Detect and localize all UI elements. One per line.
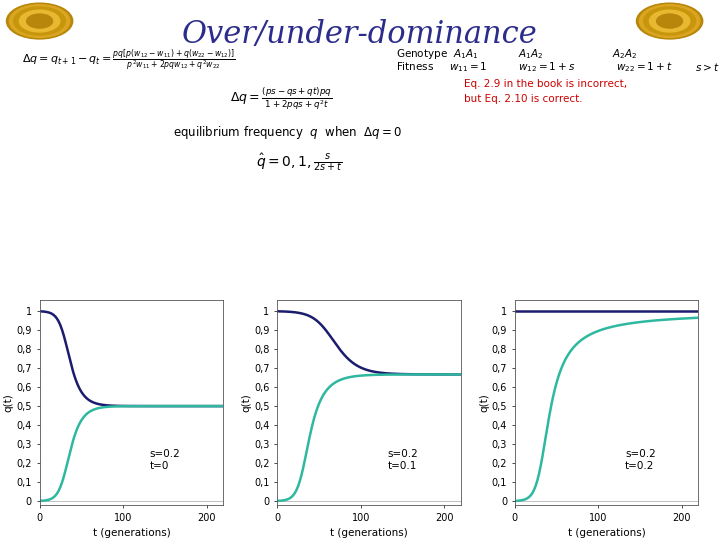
Circle shape [27, 14, 53, 28]
Circle shape [19, 10, 60, 32]
Text: $A_1A_2$: $A_1A_2$ [518, 47, 544, 61]
Text: equilibrium frequency  $q$  when  $\Delta q = 0$: equilibrium frequency $q$ when $\Delta q… [173, 124, 402, 141]
Text: Fitness     $w_{11}=1$: Fitness $w_{11}=1$ [396, 60, 487, 74]
X-axis label: t (generations): t (generations) [93, 528, 170, 538]
Text: $\hat{q} = 0, 1, \frac{s}{2s+t}$: $\hat{q} = 0, 1, \frac{s}{2s+t}$ [256, 151, 343, 173]
Text: $\Delta q = \frac{(ps-qs+qt)pq}{1+2pqs+q^2t}$: $\Delta q = \frac{(ps-qs+qt)pq}{1+2pqs+q… [230, 85, 333, 112]
Text: s=0.2
t=0.1: s=0.2 t=0.1 [387, 449, 418, 470]
Circle shape [14, 7, 66, 35]
Circle shape [9, 5, 70, 37]
X-axis label: t (generations): t (generations) [568, 528, 645, 538]
X-axis label: t (generations): t (generations) [330, 528, 408, 538]
Text: Over/under-dominance: Over/under-dominance [182, 19, 538, 50]
Y-axis label: q(t): q(t) [241, 393, 251, 411]
Y-axis label: q(t): q(t) [4, 393, 14, 411]
Text: s=0.2
t=0: s=0.2 t=0 [150, 449, 181, 470]
Text: $s>t$: $s>t$ [695, 61, 719, 73]
Circle shape [644, 7, 696, 35]
Text: $A_2A_2$: $A_2A_2$ [612, 47, 637, 61]
Text: $\Delta q = q_{t+1} - q_t = \frac{pq[p(w_{12}-w_{11})+q(w_{22}-w_{12})]}{p^2w_{1: $\Delta q = q_{t+1} - q_t = \frac{pq[p(w… [22, 47, 235, 74]
Circle shape [657, 14, 683, 28]
Circle shape [6, 3, 73, 39]
Y-axis label: q(t): q(t) [479, 393, 489, 411]
Text: s=0.2
t=0.2: s=0.2 t=0.2 [625, 449, 656, 470]
Text: Genotype  $A_1A_1$: Genotype $A_1A_1$ [396, 47, 478, 61]
Text: $w_{22}=1+t$: $w_{22}=1+t$ [616, 60, 672, 74]
Text: $w_{12}=1+s$: $w_{12}=1+s$ [518, 60, 576, 74]
Text: Eq. 2.9 in the book is incorrect,
but Eq. 2.10 is correct.: Eq. 2.9 in the book is incorrect, but Eq… [464, 79, 628, 104]
Circle shape [649, 10, 690, 32]
Circle shape [636, 3, 703, 39]
Circle shape [639, 5, 700, 37]
